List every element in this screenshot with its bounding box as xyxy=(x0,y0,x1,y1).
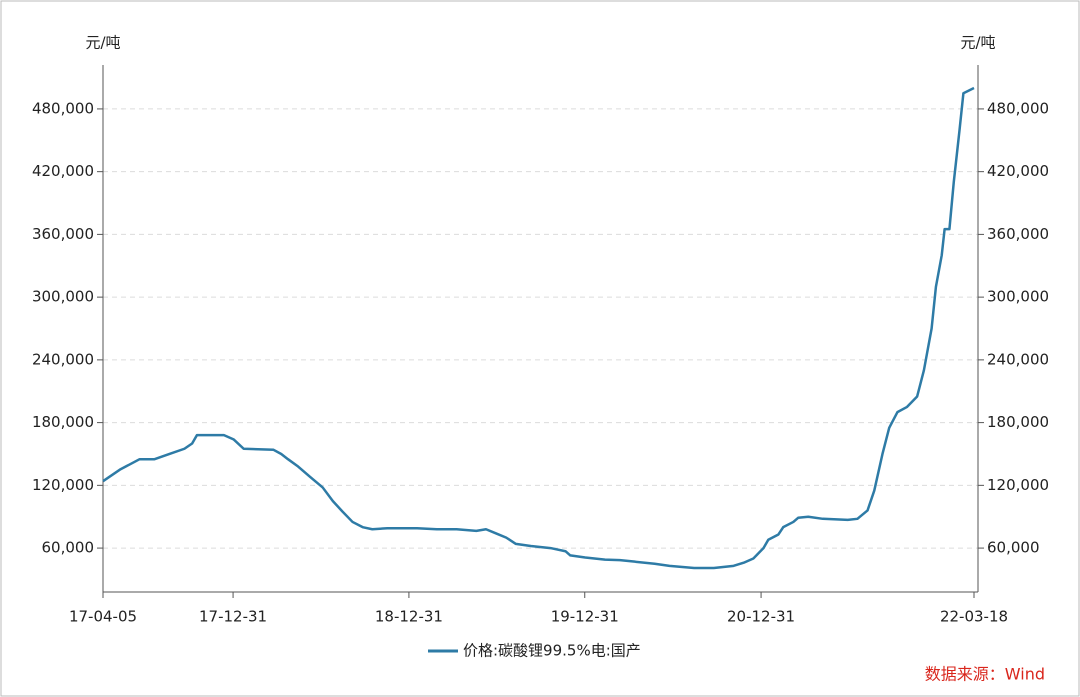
y2-tick-label: 180,000 xyxy=(987,413,1049,431)
y2-tick-label: 60,000 xyxy=(987,539,1040,557)
y-tick-label: 360,000 xyxy=(32,225,94,243)
legend-label: 价格:碳酸锂99.5%电:国产 xyxy=(463,642,641,660)
x-tick-label: 20-12-31 xyxy=(727,608,795,626)
y2-tick-label: 300,000 xyxy=(987,288,1049,306)
y2-tick-label: 120,000 xyxy=(987,476,1049,494)
y-tick-label: 480,000 xyxy=(32,99,94,117)
y-tick-label: 300,000 xyxy=(32,288,94,306)
x-tick-label: 17-12-31 xyxy=(199,608,267,626)
y-tick-label: 120,000 xyxy=(32,476,94,494)
y-tick-label: 240,000 xyxy=(32,350,94,368)
y2-tick-label: 420,000 xyxy=(987,162,1049,180)
x-tick-label: 17-04-05 xyxy=(69,608,137,626)
x-tick-label: 22-03-18 xyxy=(940,608,1008,626)
source: 数据来源：Wind xyxy=(925,665,1045,684)
y2-axis-label: 元/吨 xyxy=(960,34,995,52)
x-tick-label: 18-12-31 xyxy=(375,608,443,626)
y2-tick-label: 240,000 xyxy=(987,350,1049,368)
y2-tick-label: 480,000 xyxy=(987,99,1049,117)
y-tick-label: 60,000 xyxy=(42,539,95,557)
series-line xyxy=(102,86,975,570)
x-tick-label: 19-12-31 xyxy=(551,608,619,626)
y-tick-label: 420,000 xyxy=(32,162,94,180)
y-tick-label: 180,000 xyxy=(32,413,94,431)
y2-tick-label: 360,000 xyxy=(987,225,1049,243)
y-axis-label: 元/吨 xyxy=(85,34,120,52)
